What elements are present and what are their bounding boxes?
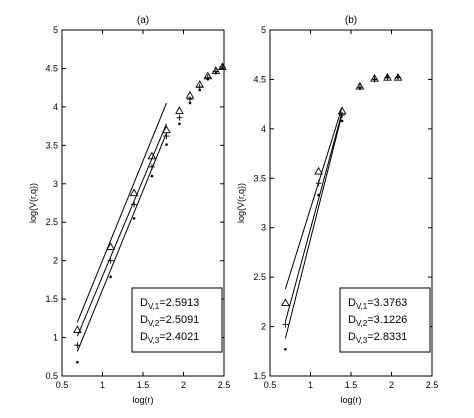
y-tick-label: 1 — [53, 333, 58, 343]
fit-line-2 — [284, 111, 343, 322]
y-tick-label: 5 — [53, 25, 58, 35]
dot-marker — [132, 217, 136, 220]
plus-marker — [282, 321, 289, 328]
x-tick-label: 2 — [389, 380, 394, 390]
triangle-marker — [314, 166, 323, 175]
dot-marker — [396, 76, 400, 79]
legend-entry-1: DV,1=2.5913 — [140, 297, 199, 311]
y-axis-label: log(V(r,q)) — [28, 183, 38, 223]
x-tick-label: 2.5 — [218, 380, 231, 390]
x-tick-label: 1 — [100, 380, 105, 390]
triangle-marker — [281, 298, 290, 306]
x-tick-label: 2 — [181, 380, 186, 390]
x-tick-label: 1.5 — [137, 380, 150, 390]
legend-entry-1: DV,1=3.3763 — [348, 297, 407, 311]
x-axis-label: log(r) — [340, 395, 361, 405]
y-tick-label: 3 — [53, 179, 58, 189]
chart-panel-a: (a) 0.5 1 1.5 2 2.5 0.5 1 1.5 2 2.5 3 3.5 4 4.5 5 log(r)… — [28, 15, 230, 405]
x-tick-label: 0.5 — [264, 380, 277, 390]
y-axis-label: log(V(r,q)) — [236, 183, 246, 223]
legend-entry-3: DV,3=2.4021 — [140, 331, 199, 345]
dot-marker — [76, 360, 79, 364]
y-tick-label: 4.5 — [45, 63, 58, 73]
plus-marker — [148, 163, 155, 170]
dot-marker — [340, 119, 344, 123]
plus-marker — [339, 112, 346, 119]
legend-box — [339, 287, 431, 353]
triangle-marker — [147, 151, 157, 160]
dot-marker — [188, 101, 192, 105]
legend-entry-2: DV,2=3.1226 — [348, 314, 407, 328]
dot-marker — [214, 71, 218, 75]
x-axis-label: log(r) — [132, 395, 153, 405]
fit-line-1 — [76, 102, 167, 323]
x-tick-label: 2.5 — [426, 380, 439, 390]
dot-marker — [358, 87, 362, 90]
plus-marker — [131, 201, 138, 208]
dot-marker — [317, 193, 320, 197]
plus-marker — [107, 257, 114, 264]
chart-title: (b) — [345, 15, 357, 26]
x-tick-label: 1.5 — [345, 380, 358, 390]
legend-box — [131, 287, 223, 353]
dot-marker — [284, 348, 287, 351]
triangle-marker — [73, 325, 82, 334]
dot-marker — [178, 122, 181, 126]
legend-entry-3: DV,3=2.8331 — [348, 331, 407, 345]
y-tick-label: 1.5 — [45, 294, 58, 304]
triangle-marker — [175, 106, 184, 114]
dot-marker — [373, 78, 376, 81]
y-tick-label: 1.5 — [253, 371, 266, 381]
y-tick-label: 3.5 — [45, 140, 58, 150]
y-tick-label: 2.5 — [45, 217, 58, 227]
x-tick-label: 1 — [308, 380, 313, 390]
fit-line-3 — [284, 113, 343, 339]
plus-marker — [176, 114, 183, 121]
triangle-marker — [162, 125, 171, 134]
legend-entry-2: DV,2=2.5091 — [140, 314, 199, 328]
plus-marker — [186, 96, 193, 103]
y-tick-label: 4.5 — [253, 74, 266, 84]
y-tick-label: 4 — [261, 124, 266, 134]
dot-marker — [165, 143, 168, 146]
triangle-marker — [106, 242, 115, 250]
y-tick-label: 3 — [261, 223, 266, 233]
dot-marker — [150, 174, 154, 178]
plus-marker — [74, 342, 81, 349]
chart-title: (a) — [137, 15, 149, 26]
y-tick-label: 2 — [261, 322, 266, 332]
y-tick-label: 4 — [53, 102, 58, 112]
dot-marker — [109, 275, 112, 279]
fit-line-1 — [284, 106, 343, 290]
y-tick-label: 2 — [53, 256, 58, 266]
y-tick-label: 3.5 — [253, 173, 266, 183]
triangle-marker — [129, 188, 139, 197]
plus-marker — [315, 180, 322, 187]
plus-marker — [163, 133, 170, 140]
chart-panel-b: (b) 0.5 1 1.5 2 2.5 1.5 2 2.5 3 3.5 4 4.5 5 log(r) log(… — [236, 15, 438, 405]
dot-marker — [206, 77, 210, 81]
x-tick-label: 0.5 — [56, 380, 69, 390]
dot-marker — [221, 67, 224, 70]
y-tick-label: 5 — [261, 25, 266, 35]
dot-marker — [198, 88, 201, 92]
y-tick-label: 2.5 — [253, 272, 266, 282]
dot-marker — [386, 76, 389, 79]
y-tick-label: 0.5 — [45, 371, 58, 381]
